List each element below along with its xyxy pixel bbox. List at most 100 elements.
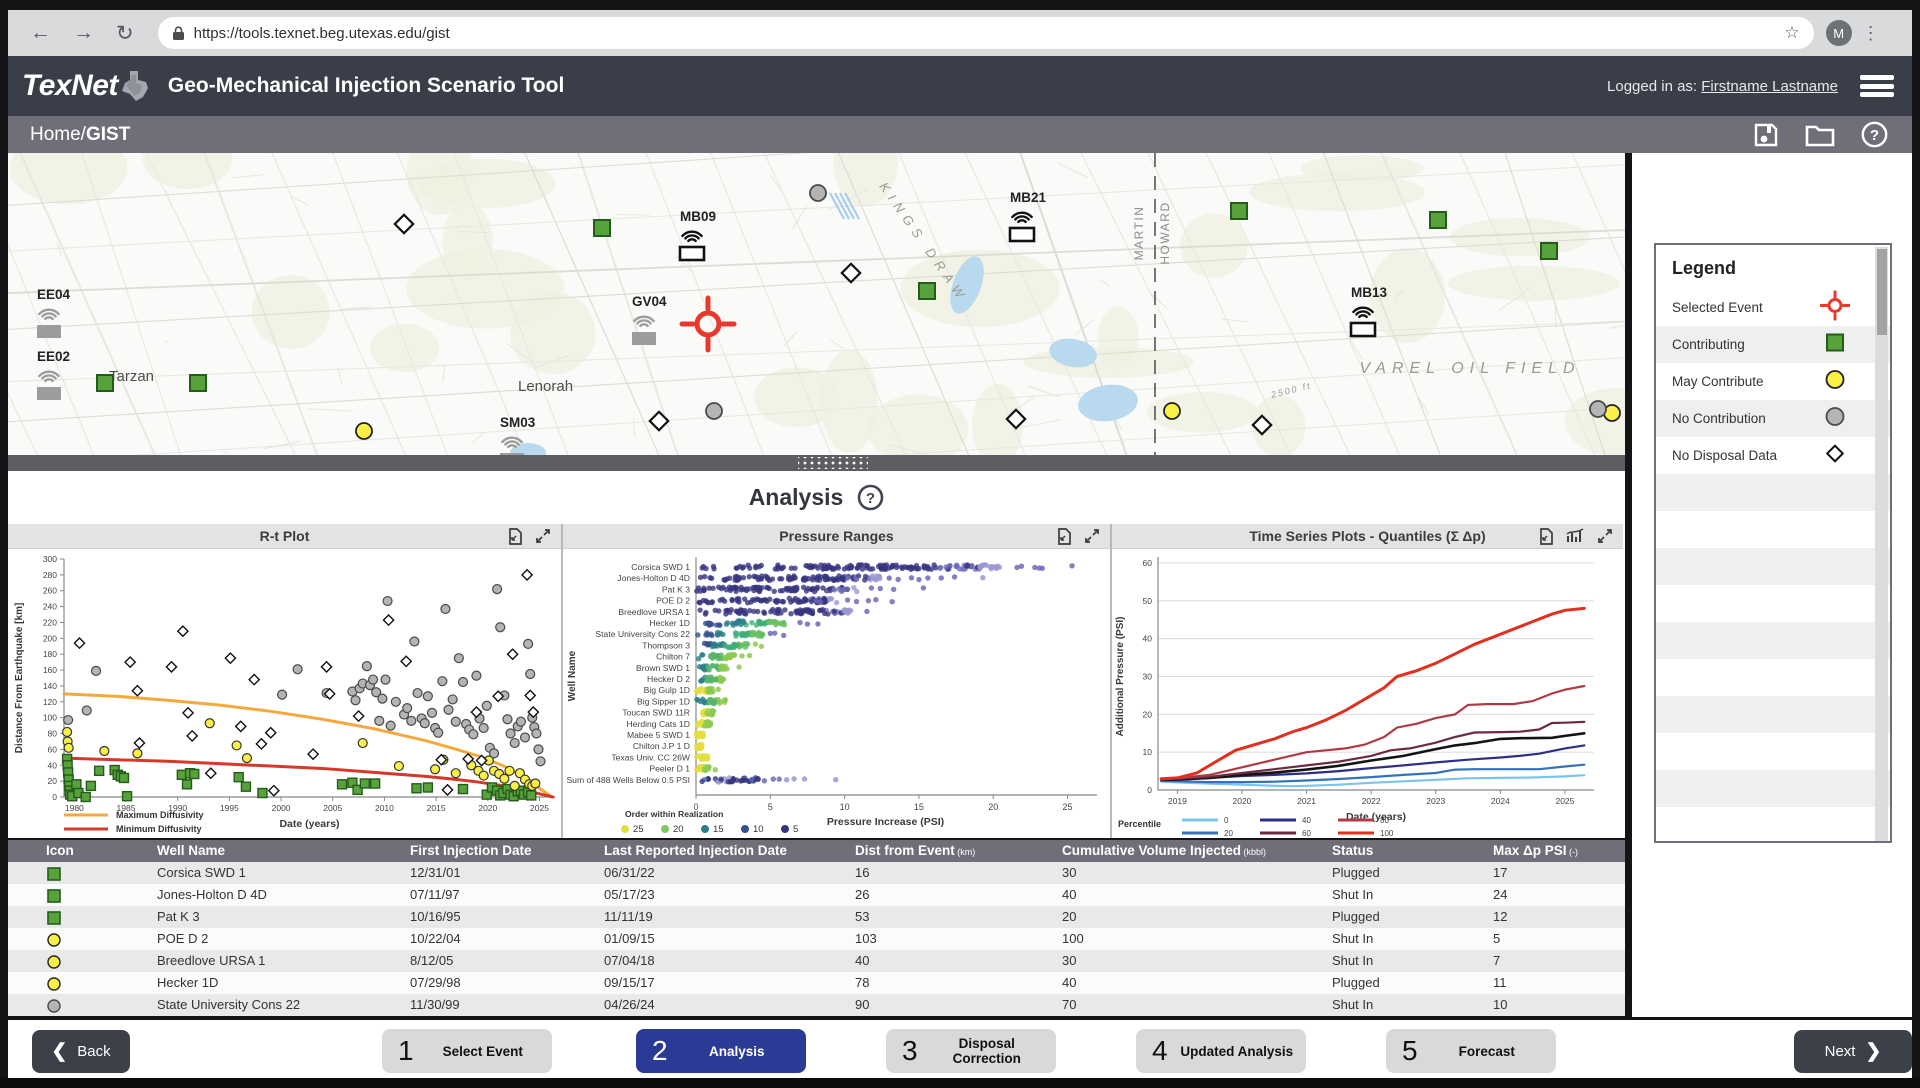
bookmark-star-icon[interactable]: ☆ [1784,23,1800,42]
seismic-station-GV04[interactable]: GV04 [632,294,667,345]
chart-type-icon[interactable] [1566,527,1584,544]
svg-text:Pat K 3: Pat K 3 [662,584,690,594]
pressure-ranges-chart[interactable]: 0 5 10 15 20 25 Pressure Increase (PSI) Well Na… [563,549,1112,838]
pressure-row-19[interactable] [699,775,839,785]
step-select-event[interactable]: 1 Select Event [382,1029,552,1073]
well-marker-diamond[interactable] [393,213,415,235]
step-label: Disposal Correction [952,1036,1021,1066]
pressure-row-13[interactable] [699,707,717,718]
pressure-row-5[interactable] [702,618,821,628]
pressure-row-2[interactable] [694,584,927,595]
browser-avatar[interactable]: M [1825,20,1852,46]
well-marker-diamond[interactable] [648,410,670,432]
pressure-row-7[interactable] [701,640,765,651]
legend-scrollbar[interactable] [1875,247,1888,841]
selected-event-marker[interactable] [679,295,737,353]
divider-drag-handle[interactable] [798,457,868,469]
well-marker-gray[interactable] [1589,400,1607,418]
well-marker-green[interactable] [189,374,207,392]
well-marker-diamond[interactable] [1005,408,1027,430]
table-row[interactable]: Jones-Holton D 4D 07/11/97 05/17/23 26 40 Shu… [8,884,1625,906]
export-icon[interactable] [507,527,522,545]
export-icon[interactable] [1538,527,1553,545]
pressure-row-14[interactable] [695,718,714,729]
well-marker-green[interactable] [96,374,114,392]
seismic-station-EE02[interactable]: EE02 [37,349,70,400]
back-button[interactable]: ❮ Back [32,1030,130,1073]
pressure-row-18[interactable] [694,763,719,774]
pressure-row-8[interactable] [695,651,753,662]
table-row[interactable]: Hecker 1D 07/29/98 09/15/17 78 40 Plugged 11 [8,972,1625,994]
cell: 12/31/01 [410,865,461,880]
step-disposal-correction[interactable]: 3 Disposal Correction [886,1029,1056,1073]
expand-icon[interactable] [1597,528,1613,544]
pressure-row-0[interactable] [699,562,1075,572]
table-row[interactable]: Corsica SWD 1 12/31/01 06/31/22 16 30 Plugged… [8,862,1625,884]
pressure-row-10[interactable] [697,674,727,684]
seismic-station-MB21[interactable]: MB21 [1008,190,1047,243]
well-marker-green[interactable] [918,282,936,300]
save-icon[interactable] [1753,122,1779,148]
login-name-link[interactable]: Firstname Lastname [1701,77,1838,95]
rt-plot-chart[interactable]: 0 20 40 60 80 100 120 140 160 180 200 220 240 260 280 3… [8,549,563,838]
reload-icon[interactable]: ↻ [116,21,134,45]
table-row[interactable]: POE D 2 10/22/04 01/09/15 103 100 Shut In 5 [8,928,1625,950]
well-marker-green[interactable] [593,219,611,237]
hamburger-menu-icon[interactable] [1860,75,1894,97]
analysis-help-icon[interactable]: ? [857,484,884,511]
next-button[interactable]: Next ❯ [1794,1030,1912,1073]
table-row[interactable]: Breedlove URSA 1 8/12/05 07/04/18 40 30 Shut … [8,950,1625,972]
time-series-title: Time Series Plots - Quantiles (Σ Δp) [1249,528,1486,544]
pressure-row-11[interactable] [693,685,721,696]
seismic-station-MB09[interactable]: MB09 [678,209,716,262]
help-icon[interactable]: ? [1861,121,1888,148]
well-marker-green[interactable] [1540,242,1558,260]
well-marker-yellow[interactable] [355,422,373,440]
map-canvas[interactable]: MARTIN HOWARD KINGS DRAW VAREL OIL FIELD 250… [8,153,1625,455]
pressure-row-3[interactable] [696,595,895,606]
expand-icon[interactable] [1084,528,1100,544]
step-forecast[interactable]: 5 Forecast [1386,1029,1556,1073]
legend-panel: Legend Selected Event Contributing May Con… [1625,153,1912,1017]
pressure-row-9[interactable] [696,663,742,673]
seismic-station-EE04[interactable]: EE04 [37,287,71,338]
seismic-station-MB13[interactable]: MB13 [1349,285,1388,338]
pressure-row-16[interactable] [694,741,705,752]
pressure-row-12[interactable] [694,696,728,707]
back-icon[interactable]: ← [30,21,51,44]
step-updated-analysis[interactable]: 4 Updated Analysis [1136,1029,1306,1073]
svg-text:Chilton J.P 1 D: Chilton J.P 1 D [633,741,690,751]
well-marker-green[interactable] [1230,202,1248,220]
pressure-row-17[interactable] [694,752,711,762]
pressure-row-6[interactable] [695,629,787,639]
svg-text:160: 160 [43,665,57,675]
step-number: 4 [1152,1035,1168,1066]
table-row[interactable]: Pat K 3 10/16/95 11/11/19 53 20 Plugged 12 [8,906,1625,928]
cell: 10/22/04 [410,931,461,946]
well-marker-diamond[interactable] [1251,414,1273,436]
legend-empty-row [1656,548,1890,585]
pressure-row-1[interactable] [697,573,986,584]
forward-icon[interactable]: → [73,21,94,44]
seismic-station-SM03[interactable]: SM03 [500,415,536,455]
map-chart-divider [8,455,1625,471]
well-marker-green[interactable] [1429,211,1447,229]
well-marker-yellow[interactable] [1163,402,1181,420]
svg-text:Sum of 488 Wells Below 0.5 PSI: Sum of 488 Wells Below 0.5 PSI [566,775,690,785]
well-marker-gray[interactable] [809,184,827,202]
svg-text:120: 120 [43,697,57,707]
pressure-row-4[interactable] [697,606,870,617]
browser-menu-icon[interactable]: ⋮ [1861,22,1880,43]
analysis-title: Analysis [748,484,844,510]
pressure-row-15[interactable] [693,730,707,740]
step-analysis[interactable]: 2 Analysis [636,1029,806,1073]
legend-scrollbar-thumb[interactable] [1876,249,1887,335]
folder-icon[interactable] [1805,123,1835,147]
table-row[interactable]: State University Cons 22 11/30/99 04/26/24… [8,994,1625,1016]
well-marker-diamond[interactable] [840,262,862,284]
export-icon[interactable] [1056,527,1071,545]
well-marker-gray[interactable] [705,402,723,420]
expand-icon[interactable] [535,528,551,544]
url-bar[interactable]: https://tools.texnet.beg.utexas.edu/gist… [157,17,1814,49]
